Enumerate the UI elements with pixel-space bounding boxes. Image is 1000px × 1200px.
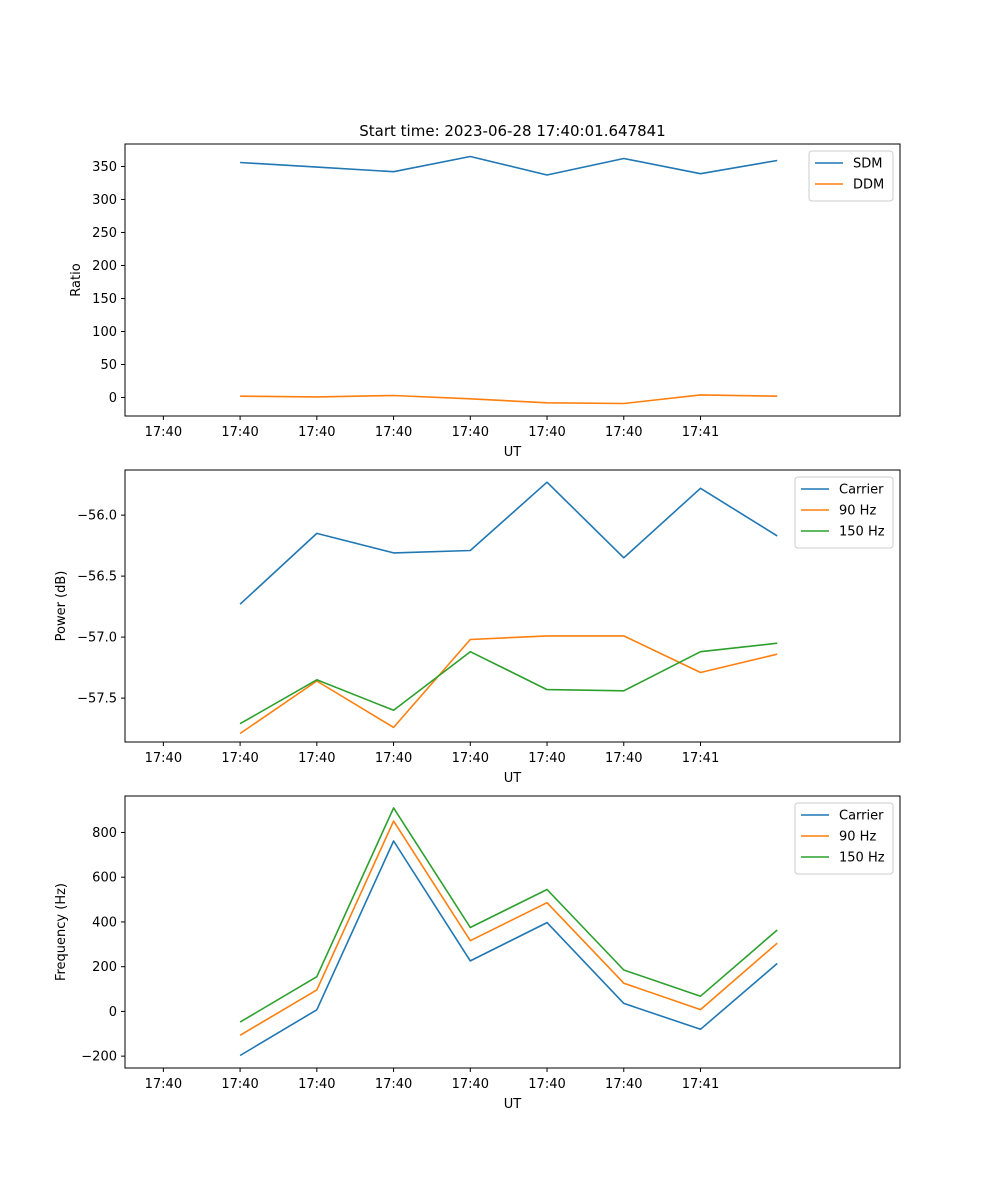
legend-label-1: SDM <box>853 157 882 172</box>
figure-title: Start time: 2023-06-28 17:40:01.647841 <box>359 122 665 140</box>
series-line-2 <box>239 820 778 1036</box>
y-tick-label: 250 <box>92 226 117 241</box>
x-tick-label: 17:40 <box>605 425 642 440</box>
legend-label-1: Carrier <box>839 809 884 824</box>
y-tick-label: 50 <box>100 358 117 373</box>
legend-label-1: Carrier <box>839 483 884 498</box>
series-line-2 <box>240 394 778 405</box>
plot-area <box>124 143 901 417</box>
legend-label-3: 150 Hz <box>839 525 885 540</box>
x-tick-label: 17:40 <box>221 751 258 766</box>
x-tick-label: 17:41 <box>682 751 719 766</box>
y-tick-label: −57.0 <box>77 631 117 646</box>
series-line-1 <box>240 155 778 176</box>
x-tick-label: 17:40 <box>528 1077 565 1092</box>
x-tick-label: 17:40 <box>145 425 182 440</box>
series-line-2 <box>239 635 778 735</box>
subplots: 17:40 17:40 17:40 17:40 17:40 17:40 17:40 17:41… <box>54 143 901 1112</box>
x-tick-label: 17:40 <box>298 751 335 766</box>
legend-label-3: 150 Hz <box>839 851 885 866</box>
legend: Carrier 90 Hz 150 Hz <box>794 802 894 875</box>
y-tick-label: 0 <box>109 391 117 406</box>
x-tick-label: 17:40 <box>452 751 489 766</box>
y-tick-label: 300 <box>92 193 117 208</box>
subplot-3: 17:40 17:40 17:40 17:40 17:40 17:40 17:40 17:41… <box>54 795 901 1112</box>
y-tick-label: 600 <box>92 871 117 886</box>
y-tick-label: −56.0 <box>77 509 117 524</box>
x-axis-label: UT <box>504 771 522 786</box>
x-tick-label: 17:40 <box>605 1077 642 1092</box>
x-tick-label: 17:40 <box>298 425 335 440</box>
x-tick-label: 17:40 <box>375 1077 412 1092</box>
y-tick-label: −56.5 <box>77 570 117 585</box>
subplot-2: 17:40 17:40 17:40 17:40 17:40 17:40 17:40 17:41… <box>54 469 901 786</box>
legend: Carrier 90 Hz 150 Hz <box>794 476 894 549</box>
y-tick-label: 100 <box>92 325 117 340</box>
x-tick-label: 17:40 <box>375 425 412 440</box>
x-tick-label: 17:40 <box>528 425 565 440</box>
x-tick-label: 17:40 <box>605 751 642 766</box>
plot-area <box>124 795 901 1069</box>
x-tick-label: 17:40 <box>145 751 182 766</box>
y-tick-label: 200 <box>92 259 117 274</box>
y-tick-label: 150 <box>92 292 117 307</box>
y-tick-label: 0 <box>109 1005 117 1020</box>
x-tick-label: 17:40 <box>528 751 565 766</box>
x-tick-label: 17:41 <box>682 1077 719 1092</box>
y-tick-label: −57.5 <box>77 692 117 707</box>
series-line-1 <box>239 840 778 1057</box>
plot-area <box>124 469 901 743</box>
x-tick-label: 17:40 <box>298 1077 335 1092</box>
legend: SDM DDM <box>808 150 894 202</box>
x-tick-label: 17:41 <box>682 425 719 440</box>
x-axis-label: UT <box>504 1097 522 1112</box>
subplot-1: 17:40 17:40 17:40 17:40 17:40 17:40 17:40 17:41… <box>69 143 901 460</box>
x-tick-label: 17:40 <box>145 1077 182 1092</box>
y-tick-label: 400 <box>92 915 117 930</box>
legend-label-2: 90 Hz <box>839 504 876 519</box>
legend-label-2: DDM <box>853 178 884 193</box>
y-tick-label: −200 <box>81 1050 117 1065</box>
y-axis-label: Ratio <box>69 263 84 296</box>
x-axis-label: UT <box>504 445 522 460</box>
y-axis-label: Frequency (Hz) <box>54 883 69 981</box>
x-tick-label: 17:40 <box>452 425 489 440</box>
legend-label-2: 90 Hz <box>839 830 876 845</box>
series-line-3 <box>239 807 778 1023</box>
x-tick-label: 17:40 <box>221 425 258 440</box>
x-tick-label: 17:40 <box>375 751 412 766</box>
y-tick-label: 200 <box>92 960 117 975</box>
y-tick-label: 350 <box>92 160 117 175</box>
series-line-1 <box>239 481 778 605</box>
series-line-3 <box>239 642 778 725</box>
x-tick-label: 17:40 <box>452 1077 489 1092</box>
y-axis-label: Power (dB) <box>54 571 69 642</box>
x-tick-label: 17:40 <box>221 1077 258 1092</box>
y-tick-label: 800 <box>92 826 117 841</box>
